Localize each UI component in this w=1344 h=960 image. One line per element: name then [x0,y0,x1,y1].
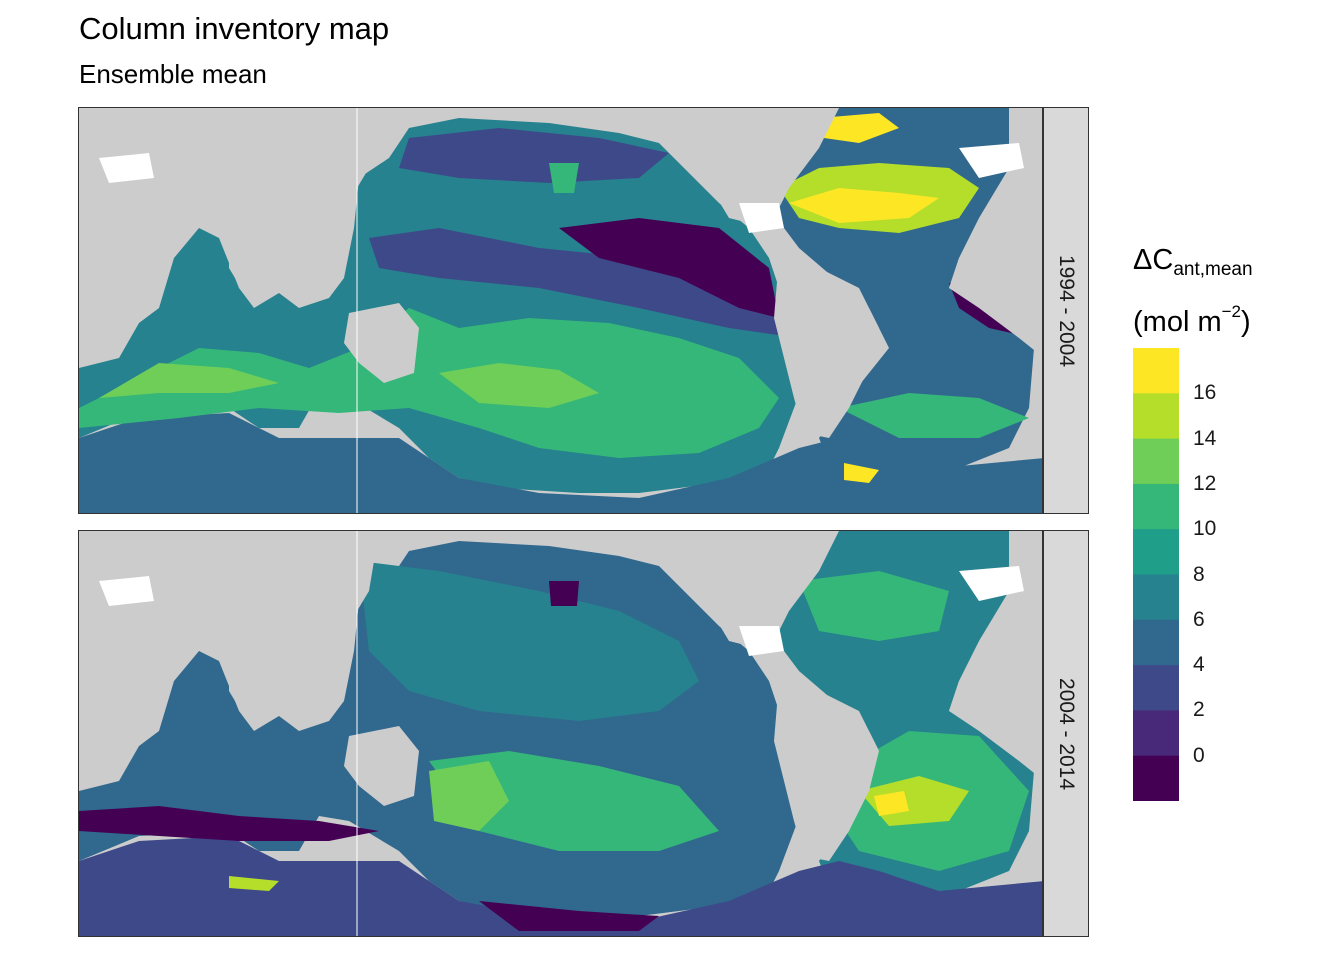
panel-strip-2004-2014: 2004 - 2014 [1043,530,1089,937]
colorbar-swatch [1133,665,1179,711]
panel-label: 1994 - 2004 [1055,254,1078,367]
colorbar-swatch [1133,438,1179,485]
colorbar-swatch [1133,348,1179,394]
ocean-map-2004-2014 [79,531,1042,936]
colorbar-tick-label: 6 [1193,607,1205,631]
legend-units-open: (mol m [1133,306,1222,338]
colorbar-swatch [1133,393,1179,440]
colorbar-swatch [1133,710,1179,757]
legend-subscript: ant,mean [1173,259,1253,280]
colorbar-tick-label: 2 [1193,698,1205,722]
colorbar-tick-label: 16 [1193,381,1217,405]
colorbar-tick-label: 14 [1193,426,1217,450]
colorbar-tick-label: 4 [1193,653,1205,677]
ocean-map-1994-2004 [79,108,1042,513]
chart-subtitle: Ensemble mean [79,59,267,89]
chart-title: Column inventory map [79,11,390,46]
legend-units-close: ) [1241,306,1251,338]
colorbar-swatch [1133,483,1179,530]
panel-label: 2004 - 2014 [1055,677,1078,790]
legend-colorbar [1133,348,1179,801]
colorbar-tick-label: 12 [1193,471,1217,495]
colorbar-swatch [1133,574,1179,621]
colorbar-tick-label: 0 [1193,743,1205,767]
colorbar-tick-label: 8 [1193,562,1205,586]
colorbar-swatch [1133,529,1179,575]
legend-units-exponent: −2 [1221,302,1241,321]
map-panel-1994-2004 [78,107,1043,514]
legend-title: ΔCant,mean [1133,242,1253,288]
legend-symbol: ΔC [1133,244,1174,276]
panel-strip-1994-2004: 1994 - 2004 [1043,107,1089,514]
colorbar-swatch [1133,619,1179,666]
colorbar-swatch [1133,755,1179,801]
map-panel-2004-2014 [78,530,1043,937]
colorbar-tick-label: 10 [1193,517,1217,541]
legend-units: (mol m−2) [1133,292,1251,342]
